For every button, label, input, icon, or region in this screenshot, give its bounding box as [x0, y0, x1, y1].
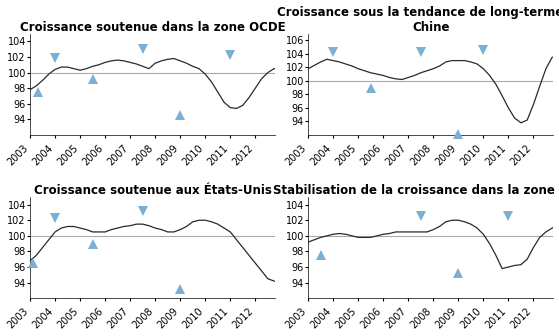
Title: Croissance sous la tendance de long-terme en
Chine: Croissance sous la tendance de long-term…	[277, 6, 559, 34]
Title: Croissance soutenue aux États-Unis: Croissance soutenue aux États-Unis	[34, 184, 272, 197]
Title: Stabilisation de la croissance dans la zone euro: Stabilisation de la croissance dans la z…	[273, 184, 559, 197]
Title: Croissance soutenue dans la zone OCDE: Croissance soutenue dans la zone OCDE	[20, 20, 286, 34]
